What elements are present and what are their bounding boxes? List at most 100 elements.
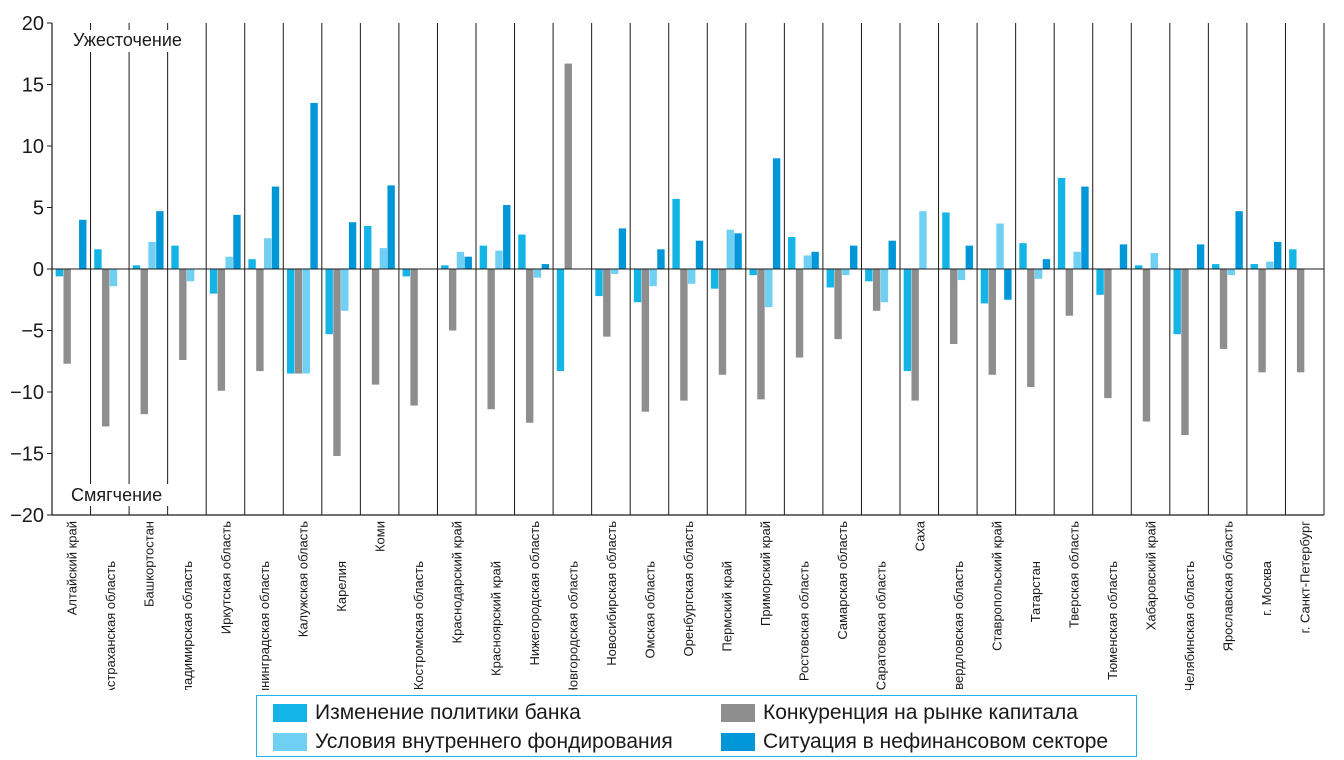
bar [503,205,511,269]
bar [371,269,380,385]
bar [1173,269,1181,335]
x-category-label: Ярославская область [1221,521,1236,652]
x-category-label: Карелия [334,561,349,612]
bar [950,269,958,345]
x-category-label: Красноярский край [488,561,503,676]
x-category-label: Ростовская область [797,561,812,681]
bar [495,250,503,269]
bar [541,264,550,269]
x-category-label: Саха [912,520,927,551]
y-tick-label: 20 [22,13,44,35]
bars [55,63,1305,456]
bar [325,269,333,335]
x-category-label: Владимирская область [180,561,195,690]
x-category-label: Иркутская область [218,521,233,634]
bar [1181,269,1189,436]
bar [348,222,357,269]
bar [132,265,141,269]
x-category-label: Ставропольский край [989,521,1004,651]
bar [410,269,418,406]
bar [1057,177,1066,269]
bar [233,214,241,269]
x-category-label: Тюменская область [1105,561,1120,680]
legend-item-nonfinancial: Ситуация в нефинансовом секторе [721,728,1108,756]
x-category-label: Астраханская область [103,561,118,690]
bar [996,223,1004,269]
y-tick-label: 0 [33,259,44,281]
bar [826,269,834,288]
bar [1119,244,1128,269]
y-tick-label: −10 [10,382,44,404]
bar [880,269,889,303]
x-category-label: Коми [373,521,388,552]
legend-item-capital-competition: Конкуренция на рынке капитала [721,699,1078,727]
bar [795,269,804,358]
bar [518,234,526,269]
bar [865,269,873,282]
bar [55,269,64,277]
bar [302,269,310,374]
bar [1134,265,1143,269]
x-category-label: Алтайский край [64,521,79,615]
bar [387,185,395,269]
bar [610,269,619,274]
bar [1227,269,1236,276]
legend-label: Условия внутреннего фондирования [315,730,673,753]
y-tick-label: 5 [33,198,44,220]
bar [911,269,919,401]
bar [772,158,781,269]
legend-swatch [721,733,755,751]
bar [79,219,87,269]
bar [1219,269,1228,349]
bar [217,269,226,391]
x-category-label: Калужская область [296,521,311,637]
x-category-label: Новосибирская область [604,521,619,666]
bar [94,249,102,269]
bar [633,269,642,303]
bar [1019,243,1027,269]
bar [148,241,156,269]
bar [264,238,272,269]
x-category-label: г. Санкт-Петербург [1298,521,1313,634]
annotation-easing: Смягчение [71,485,162,505]
legend: Изменение политики банка Конкуренция на … [256,695,1137,757]
bar [1250,264,1258,269]
bar [1296,269,1305,373]
x-category-label: Самарская область [835,521,850,640]
bar [333,269,341,456]
bar [179,269,187,361]
bar [1096,269,1104,295]
bar [710,269,719,289]
legend-swatch [721,704,755,722]
bar [479,245,488,269]
x-category-label: Нижегородская область [527,521,542,666]
x-category-label: Костромская область [411,561,426,690]
bar [788,237,796,269]
bar [980,269,989,304]
bar-chart: −20 −15 −10 −5 0 5 10 15 20 Алтайский край Астрах… [10,13,1325,690]
bar [171,245,179,269]
bar [718,269,727,375]
bar [672,198,680,269]
bar [649,269,657,287]
x-category-label: Краснодарский край [450,521,465,643]
bar [657,249,665,269]
bar [603,269,611,337]
bar [1258,269,1266,373]
x-category-label: Саратовская область [874,561,889,690]
y-tick-label: −5 [21,321,44,343]
axes [47,22,1324,516]
bar [1212,264,1220,269]
bar [903,269,912,372]
bar [441,265,449,269]
bar [765,269,773,308]
bar [556,269,565,372]
y-tick-label: −15 [10,444,44,466]
bar [186,269,195,282]
bar [256,269,264,372]
bar [402,269,410,277]
bar [1065,269,1074,316]
bar [1081,186,1089,269]
legend-label: Конкуренция на рынке капитала [763,701,1078,724]
x-category-label: Омская область [642,561,657,659]
